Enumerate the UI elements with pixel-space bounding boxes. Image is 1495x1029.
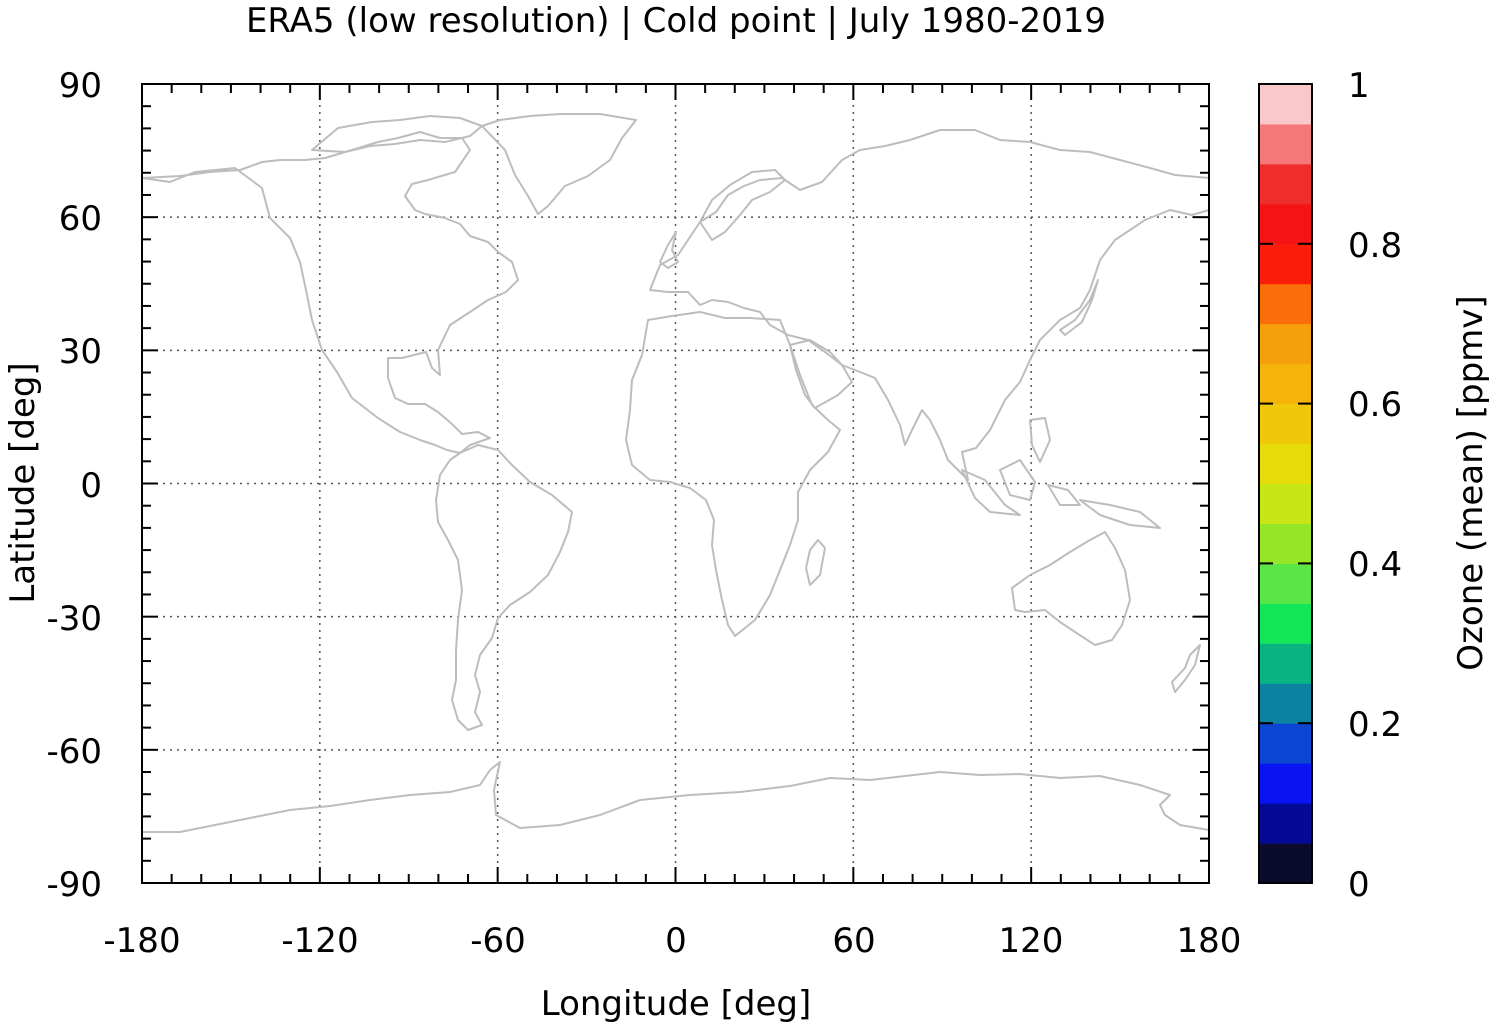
colorbar-swatch [1259,84,1312,125]
colorbar-frame [1258,83,1313,884]
colorbar-label: Ozone (mean) [ppmv] [1451,295,1491,670]
coastlines [141,113,1210,833]
coast-australia [1011,531,1131,646]
coast-arctic-islands [311,115,483,153]
coast-greenland [481,113,637,215]
colorbar-ticks [1259,83,1312,884]
y-tick-label: 30 [59,332,102,372]
coast-antarctica [142,761,1210,833]
colorbar-tick-label: 0.6 [1348,385,1402,425]
x-tick-label: -60 [470,921,526,961]
x-tick-label: 120 [999,921,1064,961]
colorbar-tick-label: 0 [1348,865,1370,905]
colorbar-swatch [1259,563,1312,604]
coast-madagascar [805,539,826,586]
colorbar-swatch [1259,403,1312,445]
colorbar-tick-labels: 0 0.2 0.4 0.6 0.8 1 [1348,66,1402,905]
colorbar-swatch [1259,723,1312,764]
y-tick-label: -30 [46,599,102,639]
colorbar-swatch [1259,443,1312,484]
coast-africa [625,311,841,637]
x-tick-label: -180 [103,921,180,961]
y-tick-label: -90 [46,865,102,905]
x-tick-labels: -180 -120 -60 0 60 120 180 [103,921,1241,961]
coast-south-america [435,444,573,731]
axis-ticks [141,83,1210,884]
colorbar-tick-label: 0.4 [1348,545,1402,585]
colorbar-swatch [1259,323,1312,365]
colorbar-tick-label: 0.8 [1348,226,1402,266]
colorbar-swatch [1259,763,1312,804]
coast-arabia [789,339,853,409]
colorbar-swatch [1259,123,1312,165]
x-tick-label: 60 [832,921,875,961]
coast-japan [1059,279,1099,336]
x-tick-label: 0 [665,921,687,961]
colorbar-swatch [1259,843,1312,884]
colorbar-swatch [1259,203,1312,245]
colorbar-swatch [1259,243,1312,285]
colorbar [1259,84,1312,884]
colorbar-swatch [1259,803,1312,844]
colorbar-swatch [1259,603,1312,644]
colorbar-swatch [1259,683,1312,724]
colorbar-swatch [1259,483,1312,524]
colorbar-swatch [1259,163,1312,205]
coast-eurasia [649,129,1210,481]
colorbar-tick-label: 0.2 [1348,705,1402,745]
y-tick-label: 60 [59,199,102,239]
colorbar-swatch [1259,523,1312,564]
y-tick-labels: -90 -60 -30 0 30 60 90 [46,66,102,905]
colorbar-swatch [1259,283,1312,325]
y-tick-label: -60 [46,732,102,772]
coast-new-zealand [1171,644,1201,693]
colorbar-tick-label: 1 [1348,66,1370,106]
chart-title: ERA5 (low resolution) | Cold point | Jul… [246,1,1106,41]
coast-british-isles [659,231,679,269]
x-axis-label: Longitude [deg] [541,984,812,1024]
x-tick-label: -120 [281,921,358,961]
y-tick-label: 90 [59,66,102,106]
colorbar-swatch [1259,363,1312,405]
y-axis-label: Latitude [deg] [3,362,43,603]
x-tick-label: 180 [1177,921,1242,961]
colorbar-swatch [1259,643,1312,684]
y-tick-label: 0 [80,466,102,506]
coast-maritime-se-asia [961,417,1161,529]
coast-scandinavia [699,169,786,241]
coast-north-america [141,131,519,454]
